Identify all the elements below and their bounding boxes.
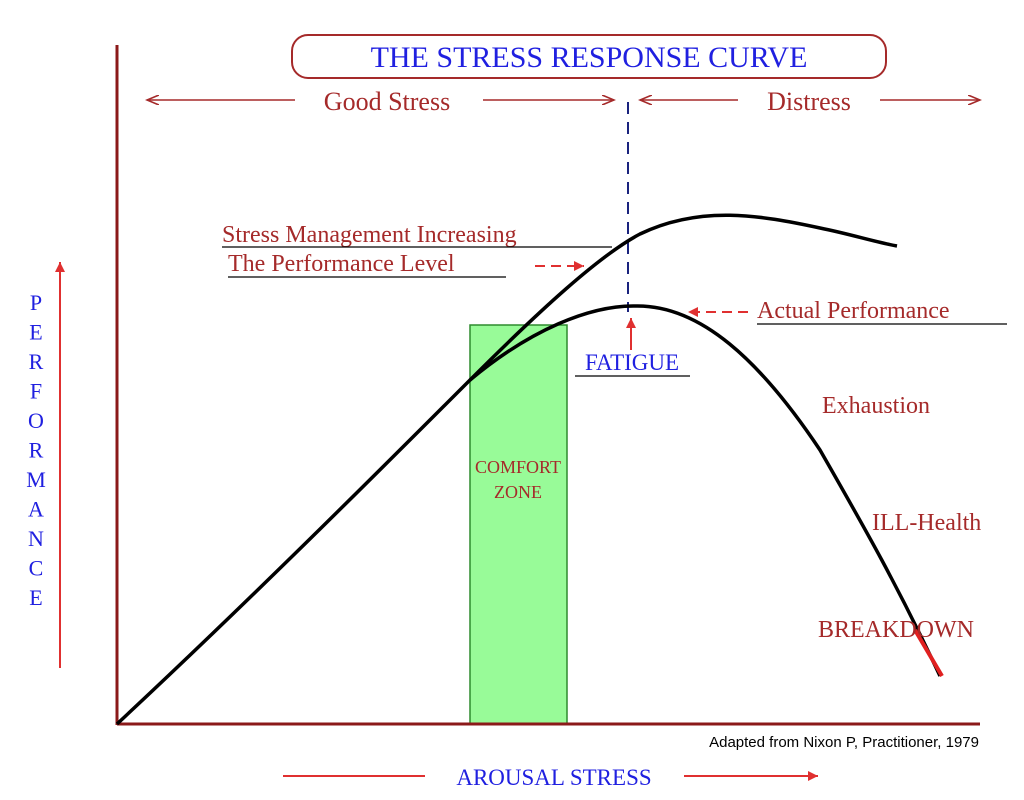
ill-health-label: ILL-Health — [872, 510, 981, 536]
comfort-zone-label-line1: COMFORT — [475, 457, 561, 477]
y-axis-label-letter: F — [30, 379, 42, 404]
breakdown-label: BREAKDOWN — [818, 617, 974, 643]
y-axis-label-letter: C — [29, 556, 44, 581]
y-axis-label-letter: E — [29, 585, 42, 610]
comfort-zone-label-line2: ZONE — [494, 482, 542, 502]
y-axis-label-letter: O — [28, 408, 44, 433]
stress-management-label-line1: Stress Management Increasing — [222, 222, 517, 248]
distress-label: Distress — [767, 87, 851, 116]
stress-management-label-line2: The Performance Level — [228, 251, 455, 277]
title: THE STRESS RESPONSE CURVE — [371, 41, 808, 74]
good-stress-label: Good Stress — [324, 87, 450, 116]
title-box — [291, 34, 887, 79]
y-axis-label-letter: M — [26, 467, 46, 492]
y-axis-label-letter: N — [28, 526, 44, 551]
y-axis-label-letter: E — [29, 320, 42, 345]
breakdown-tail — [913, 628, 944, 678]
x-axis-label: AROUSAL STRESS — [456, 765, 651, 790]
fatigue-label: FATIGUE — [585, 350, 679, 375]
actual-performance-label: Actual Performance — [757, 298, 950, 324]
y-axis-label-letter: P — [30, 290, 42, 315]
citation: Adapted from Nixon P, Practitioner, 1979 — [709, 734, 979, 751]
potential-performance-curve — [115, 213, 898, 726]
comfort-zone — [469, 324, 568, 725]
y-axis-label-letter: A — [28, 497, 44, 522]
actual-performance-curve — [468, 304, 942, 677]
y-axis-label-letter: R — [29, 438, 44, 463]
y-axis-label-letter: R — [29, 349, 44, 374]
exhaustion-label: Exhaustion — [822, 393, 930, 419]
